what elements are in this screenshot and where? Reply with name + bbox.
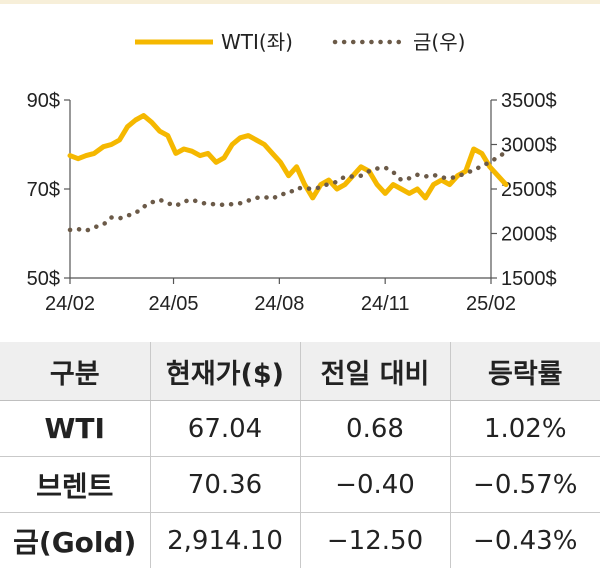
cell-brent-change: −0.40 (300, 457, 450, 513)
wti-series-line (70, 116, 506, 198)
header-daily-change: 전일 대비 (300, 342, 450, 401)
table-header-row: 구분 현재가($) 전일 대비 등락률 (0, 342, 600, 401)
x-tick-label: 24/08 (254, 293, 304, 315)
legend-wti-label: WTI(좌) (221, 30, 293, 54)
right-tick-label: 3500$ (501, 90, 557, 112)
cell-wti-change: 0.68 (300, 401, 450, 457)
price-table: 구분 현재가($) 전일 대비 등락률 WTI 67.04 0.68 1.02%… (0, 342, 600, 568)
price-chart: 90$ 70$ 50$ 3500$ 3000$ 2500$ 2000$ 1500$ 24/02 2… (0, 0, 600, 340)
right-tick-label: 2500$ (501, 179, 557, 201)
row-label-brent: 브렌트 (0, 457, 150, 513)
x-tick-label: 24/02 (45, 293, 95, 315)
row-label-wti: WTI (0, 401, 150, 457)
left-tick-label: 70$ (27, 179, 60, 201)
legend-gold-label: 금(우) (413, 30, 465, 54)
cell-brent-rate: −0.57% (450, 457, 600, 513)
header-change-rate: 등락률 (450, 342, 600, 401)
header-current-price: 현재가($) (150, 342, 300, 401)
cell-wti-price: 67.04 (150, 401, 300, 457)
cell-gold-rate: −0.43% (450, 513, 600, 568)
cell-brent-price: 70.36 (150, 457, 300, 513)
gold-series-line (70, 152, 506, 231)
right-tick-label: 3000$ (501, 135, 557, 157)
right-tick-label: 2000$ (501, 224, 557, 246)
x-tick-label: 24/05 (148, 293, 198, 315)
cell-wti-rate: 1.02% (450, 401, 600, 457)
cell-gold-price: 2,914.10 (150, 513, 300, 568)
table-row: WTI 67.04 0.68 1.02% (0, 401, 600, 457)
cell-gold-change: −12.50 (300, 513, 450, 568)
header-category: 구분 (0, 342, 150, 401)
table-row: 금(Gold) 2,914.10 −12.50 −0.43% (0, 513, 600, 568)
table-row: 브렌트 70.36 −0.40 −0.57% (0, 457, 600, 513)
row-label-gold: 금(Gold) (0, 513, 150, 568)
x-tick-label: 25/02 (466, 293, 516, 315)
right-tick-label: 1500$ (501, 268, 557, 290)
x-tick-label: 24/11 (361, 293, 410, 315)
left-tick-label: 50$ (27, 268, 60, 290)
left-tick-label: 90$ (27, 90, 60, 112)
